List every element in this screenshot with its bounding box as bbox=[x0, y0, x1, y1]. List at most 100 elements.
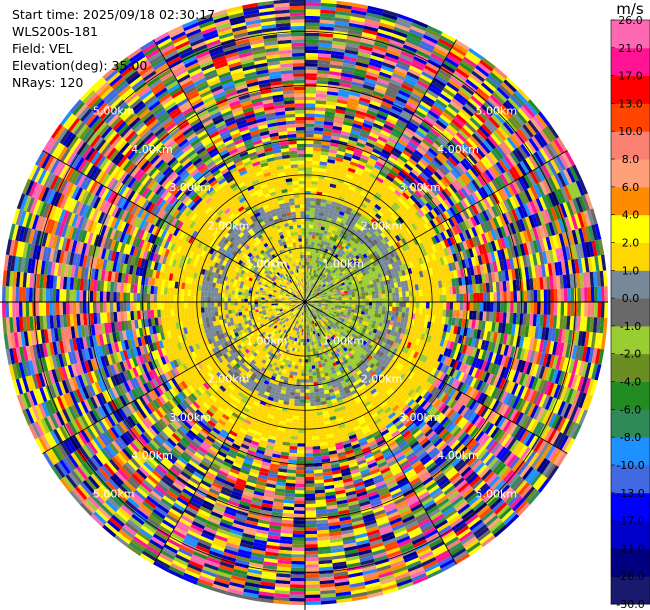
velocity-cell bbox=[305, 42, 319, 47]
velocity-cell bbox=[370, 252, 376, 258]
velocity-cell bbox=[460, 199, 469, 210]
velocity-cell bbox=[487, 272, 493, 283]
velocity-cell bbox=[390, 283, 395, 289]
velocity-cell bbox=[362, 247, 368, 254]
velocity-cell bbox=[347, 292, 352, 296]
velocity-cell bbox=[442, 294, 447, 302]
velocity-cell bbox=[438, 134, 450, 145]
velocity-cell bbox=[352, 233, 358, 240]
velocity-cell bbox=[377, 273, 382, 279]
velocity-cell bbox=[552, 248, 558, 263]
velocity-cell bbox=[315, 232, 320, 237]
velocity-cell bbox=[467, 168, 477, 180]
velocity-cell bbox=[519, 160, 530, 175]
velocity-cell bbox=[462, 124, 474, 136]
velocity-cell bbox=[452, 244, 459, 254]
velocity-cell bbox=[307, 254, 310, 259]
velocity-cell bbox=[297, 228, 302, 232]
velocity-cell bbox=[512, 180, 521, 194]
velocity-cell bbox=[419, 158, 429, 167]
velocity-cell bbox=[358, 299, 363, 302]
velocity-cell bbox=[308, 224, 314, 229]
velocity-cell bbox=[496, 249, 503, 261]
velocity-cell bbox=[453, 214, 461, 224]
velocity-cell bbox=[350, 277, 355, 282]
velocity-cell bbox=[557, 172, 567, 187]
velocity-cell bbox=[450, 154, 461, 165]
velocity-cell bbox=[528, 155, 539, 169]
velocity-cell bbox=[389, 268, 395, 274]
velocity-cell bbox=[391, 166, 400, 174]
velocity-cells bbox=[2, 0, 608, 605]
velocity-cell bbox=[449, 100, 462, 111]
velocity-cell bbox=[336, 251, 341, 256]
velocity-cell bbox=[502, 171, 512, 185]
velocity-cell bbox=[295, 110, 305, 114]
velocity-cell bbox=[531, 265, 536, 279]
velocity-cell bbox=[516, 244, 523, 257]
velocity-cell bbox=[386, 240, 393, 247]
velocity-cell bbox=[489, 218, 497, 230]
velocity-cell bbox=[523, 290, 528, 302]
velocity-cell bbox=[367, 288, 372, 292]
velocity-cell bbox=[443, 239, 450, 248]
velocity-cell bbox=[554, 219, 562, 234]
velocity-cell bbox=[305, 150, 313, 155]
velocity-cell bbox=[465, 183, 475, 194]
velocity-cell bbox=[314, 297, 318, 299]
velocity-cell bbox=[335, 285, 339, 289]
velocity-cell bbox=[547, 123, 560, 139]
velocity-cell bbox=[492, 217, 500, 229]
velocity-cell bbox=[584, 193, 594, 210]
velocity-cell bbox=[332, 288, 337, 292]
velocity-cell bbox=[503, 236, 510, 248]
velocity-cell bbox=[409, 215, 417, 223]
velocity-cell bbox=[380, 183, 389, 191]
velocity-cell bbox=[298, 180, 305, 185]
velocity-cell bbox=[334, 262, 339, 267]
velocity-cell bbox=[400, 214, 407, 222]
velocity-cell bbox=[514, 179, 524, 192]
velocity-cell bbox=[334, 293, 338, 296]
velocity-cell bbox=[453, 70, 468, 82]
velocity-cell bbox=[305, 12, 321, 17]
velocity-cell bbox=[599, 270, 605, 287]
velocity-cell bbox=[377, 234, 384, 241]
velocity-cell bbox=[489, 262, 495, 273]
velocity-cell bbox=[329, 288, 333, 291]
velocity-cell bbox=[300, 211, 305, 215]
velocity-cell bbox=[410, 266, 416, 274]
velocity-cell bbox=[417, 226, 425, 235]
velocity-cell bbox=[598, 239, 605, 256]
velocity-cell bbox=[295, 241, 299, 246]
velocity-cell bbox=[318, 284, 322, 288]
velocity-cell bbox=[491, 69, 506, 82]
velocity-cell bbox=[580, 211, 588, 228]
velocity-cell bbox=[422, 269, 427, 277]
velocity-cell bbox=[449, 236, 456, 246]
velocity-cell bbox=[305, 204, 311, 208]
velocity-cell bbox=[482, 155, 493, 168]
velocity-cell bbox=[496, 86, 510, 100]
velocity-cell bbox=[291, 39, 305, 44]
velocity-cell bbox=[309, 204, 316, 209]
velocity-cell bbox=[376, 282, 381, 287]
velocity-cell bbox=[518, 192, 527, 205]
velocity-cell bbox=[501, 141, 512, 154]
velocity-cell bbox=[320, 286, 324, 290]
velocity-cell bbox=[349, 286, 354, 290]
velocity-cell bbox=[545, 250, 552, 264]
velocity-cell bbox=[501, 270, 506, 282]
velocity-cell bbox=[317, 283, 321, 287]
velocity-cell bbox=[482, 171, 492, 183]
velocity-cell bbox=[492, 91, 505, 105]
velocity-cell bbox=[462, 285, 467, 294]
velocity-cell bbox=[305, 52, 318, 57]
velocity-cell bbox=[563, 169, 573, 185]
velocity-cell bbox=[342, 247, 348, 253]
velocity-cell bbox=[485, 208, 493, 220]
velocity-cell bbox=[305, 147, 314, 151]
velocity-cell bbox=[455, 224, 462, 234]
velocity-cell bbox=[464, 121, 477, 133]
velocity-cell bbox=[415, 200, 423, 209]
